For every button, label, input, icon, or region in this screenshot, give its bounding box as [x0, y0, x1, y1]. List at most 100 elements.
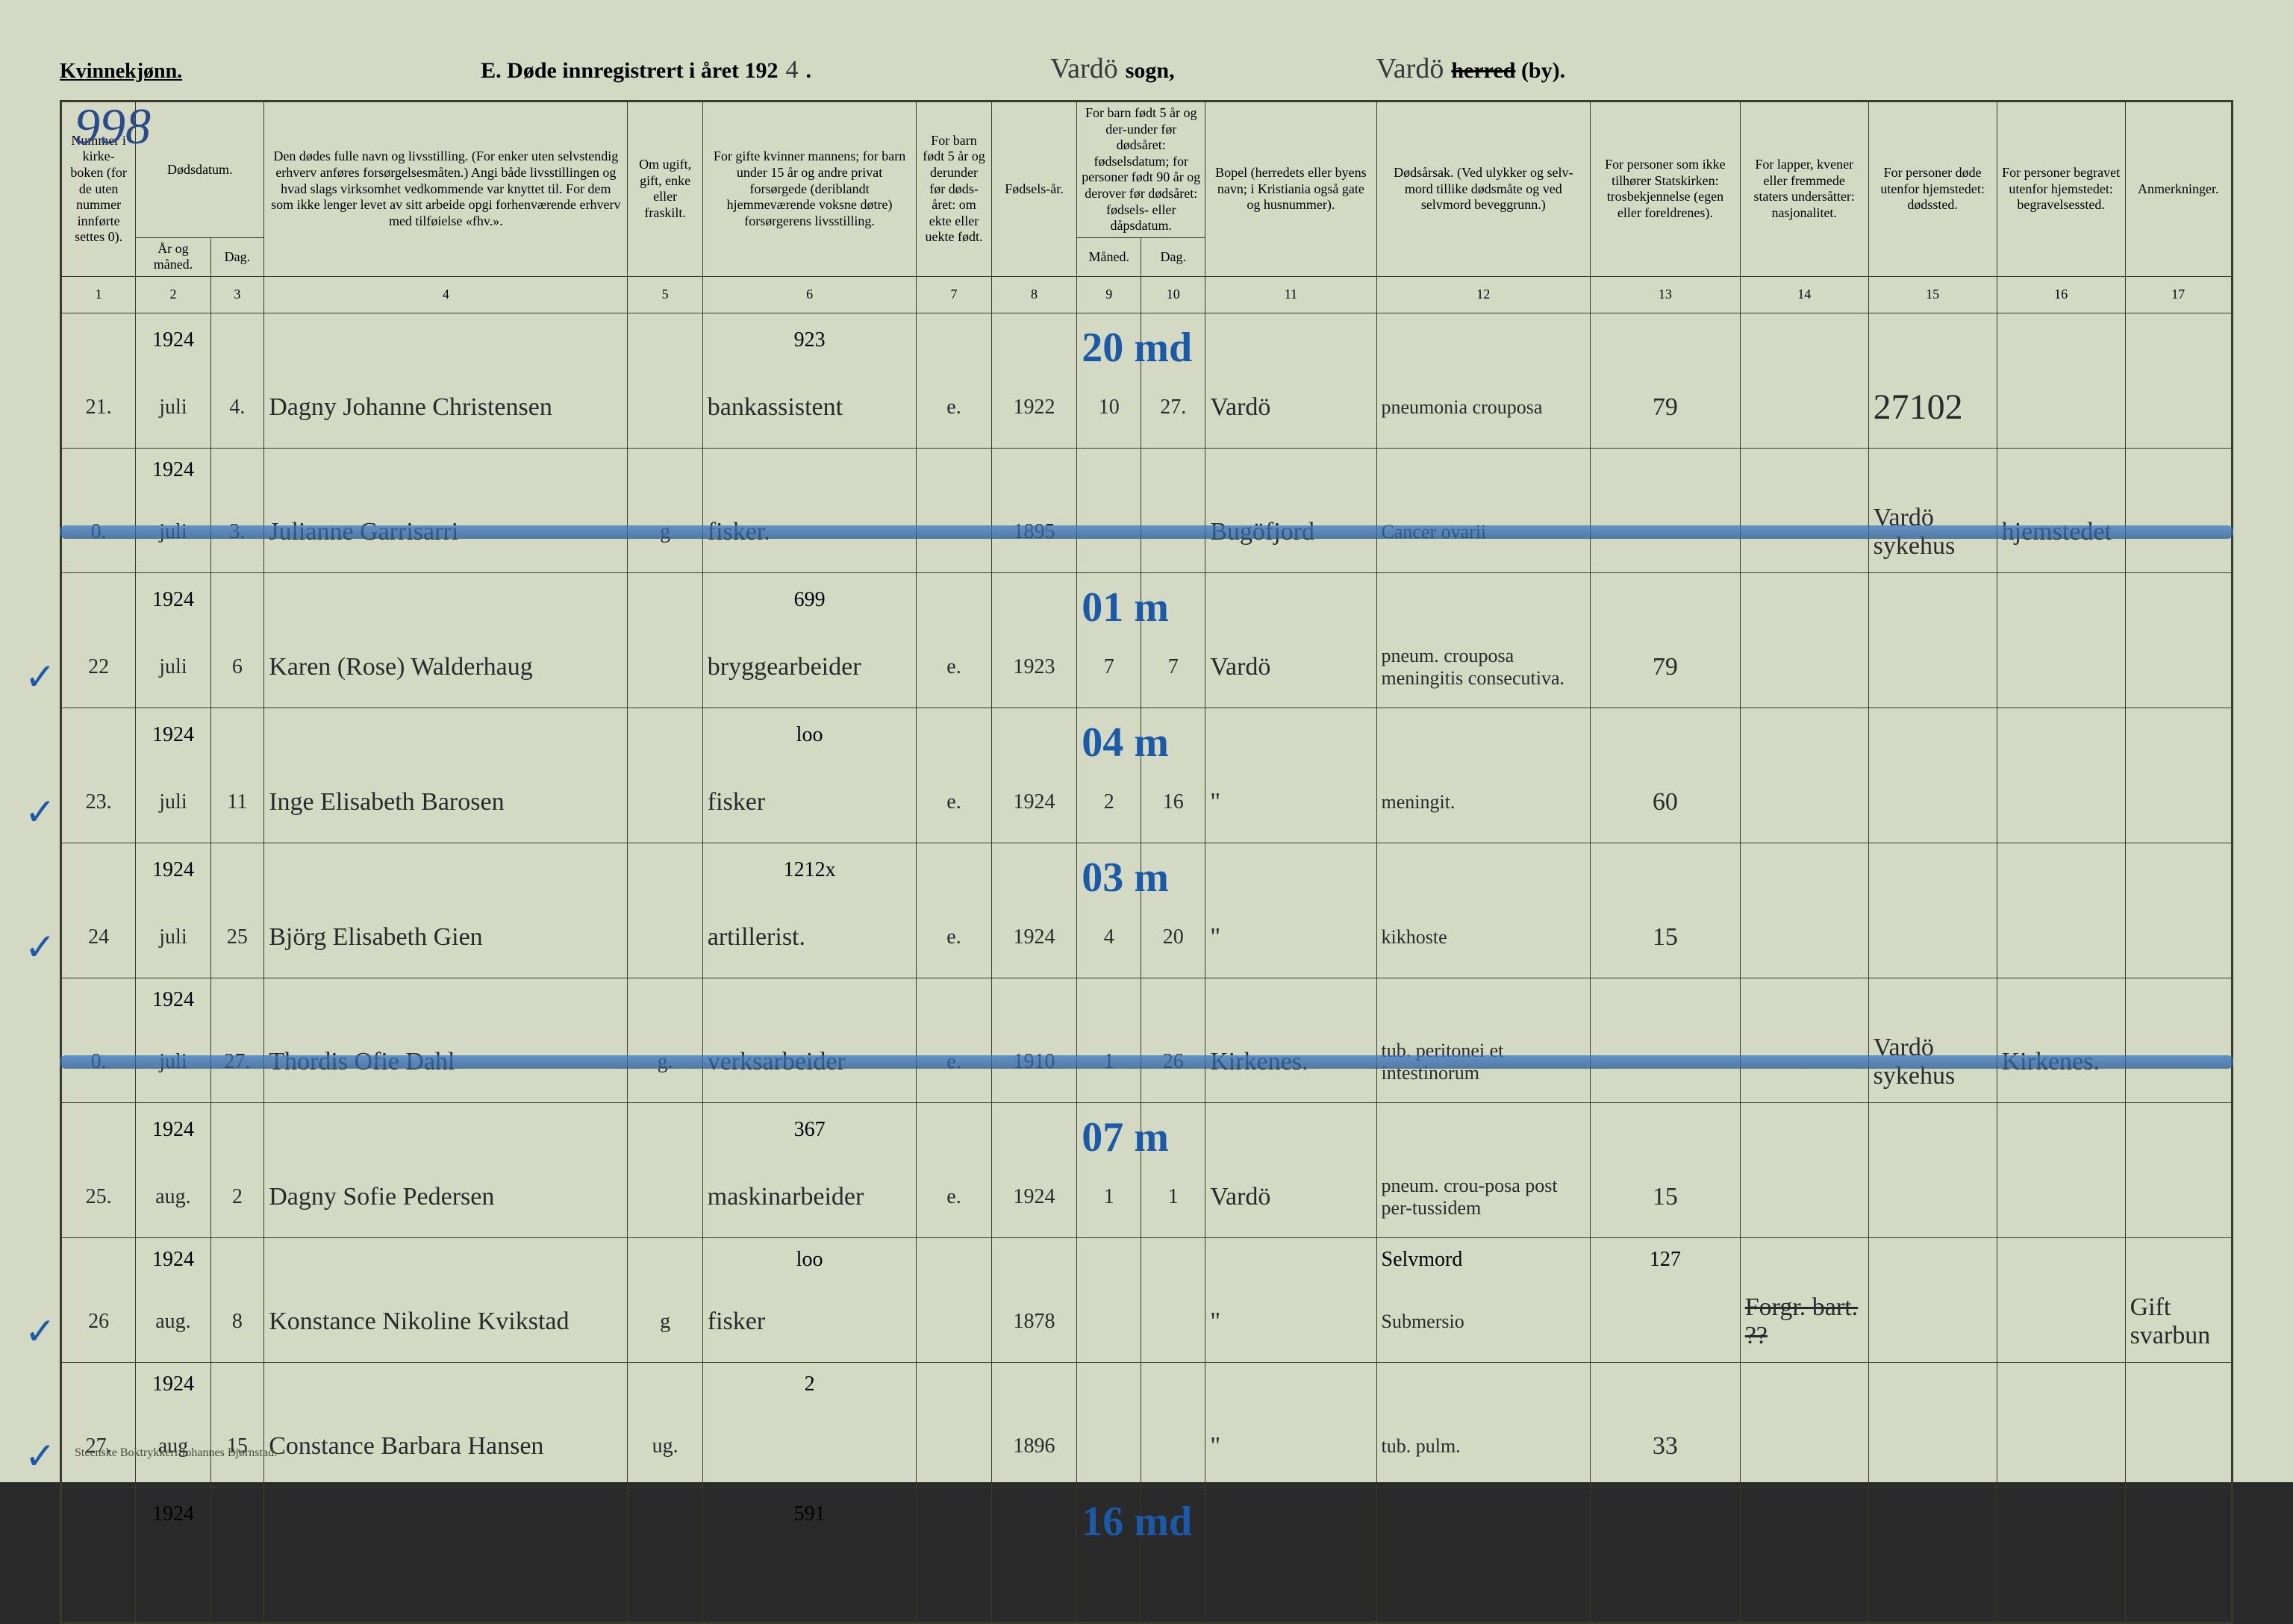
column-number: 16: [1997, 276, 2125, 313]
table-row-year: 1924loo04 m: [61, 708, 2233, 762]
cell-name: Thordis Ofie Dahl: [264, 1022, 628, 1103]
cell-status: [628, 897, 702, 978]
col-15-header: For personer døde utenfor hjemstedet: dø…: [1868, 102, 1997, 277]
col-2-top-header: Dødsdatum.: [136, 102, 264, 238]
col-6-header: For gifte kvinner mannens; for barn unde…: [702, 102, 917, 277]
col-8-header: Fødsels-år.: [991, 102, 1077, 277]
table-row-year: 19242: [61, 1362, 2233, 1406]
table-header: Nummer i kirke-boken (for de uten nummer…: [61, 102, 2233, 313]
column-number: 13: [1591, 276, 1741, 313]
cell-birth-year: 1895: [991, 492, 1077, 573]
cell-name: Constance Barbara Hansen: [264, 1406, 628, 1487]
cell-c17: [2125, 367, 2232, 449]
cell-bopel: ": [1205, 897, 1376, 978]
table-row: 24✓juli25Björg Elisabeth Gien artillerist…: [61, 897, 2233, 978]
column-number: 12: [1376, 276, 1591, 313]
cell-c16: [1997, 367, 2125, 449]
cell-status: g: [628, 492, 702, 573]
column-number: 3: [210, 276, 264, 313]
cell-day: 8: [210, 1281, 264, 1363]
column-number: 1: [61, 276, 136, 313]
cell-birth-year: 1924: [991, 762, 1077, 843]
cell-cause: Submersio: [1376, 1281, 1591, 1363]
cell-occupation: bankassistent: [702, 367, 917, 449]
cell-birth-day: [1141, 1281, 1205, 1363]
check-mark-icon: ✓: [25, 1434, 56, 1478]
check-mark-icon: ✓: [25, 1310, 56, 1353]
cell-month: juli: [136, 897, 210, 978]
cell-cause: kikhoste: [1376, 897, 1591, 978]
col-9-top-header: For barn født 5 år og der-under før døds…: [1077, 102, 1205, 238]
cell-birth-year: 1896: [991, 1406, 1077, 1487]
cell-year: 1924: [136, 1487, 210, 1541]
cell-num: 24✓: [61, 897, 136, 978]
cell-c13: 15: [1591, 897, 1741, 978]
table-row-year: 192492320 md: [61, 313, 2233, 367]
cell-c14: Forgr. bart. ??: [1740, 1281, 1868, 1363]
cell-cause: meningit.: [1376, 762, 1591, 843]
cell-c16: [1997, 1406, 2125, 1487]
col-5-header: Om ugift, gift, enke eller fraskilt.: [628, 102, 702, 277]
cell-name: Björg Elisabeth Gien: [264, 897, 628, 978]
cell-c14: [1740, 1022, 1868, 1103]
cell-year: 1924: [136, 448, 210, 492]
blue-age-annotation: 16 md: [1082, 1499, 1192, 1545]
check-mark-icon: ✓: [25, 655, 56, 699]
cell-c15: Vardö sykehus: [1868, 1022, 1997, 1103]
cell-birth-month: 1: [1077, 1022, 1141, 1103]
column-number: 9: [1077, 276, 1141, 313]
cell-num: 0.: [61, 492, 136, 573]
cell-year: 1924: [136, 708, 210, 762]
cell-birth-day: 20: [1141, 1541, 1205, 1623]
cell-c17: [2125, 762, 2232, 843]
blue-age-annotation: 03 m: [1082, 855, 1169, 901]
column-number: 2: [136, 276, 210, 313]
cell-occ-sup: loo: [702, 708, 917, 762]
title-year-suffix: 4: [785, 56, 798, 84]
cell-c16: hjemstedet: [1997, 492, 2125, 573]
cell-c17: [2125, 627, 2232, 708]
cell-ekte: e.: [917, 897, 991, 978]
cell-occupation: artillerist.: [702, 897, 917, 978]
blue-age-annotation: 20 md: [1082, 325, 1192, 371]
table-row-year: 192436707 m: [61, 1102, 2233, 1157]
cell-birth-year: 1923: [991, 1541, 1077, 1623]
cell-c16: [1997, 1157, 2125, 1238]
column-number: 6: [702, 276, 917, 313]
cell-month: juli: [136, 1022, 210, 1103]
cell-occ-sup: loo: [702, 1237, 917, 1281]
page-number: 998: [75, 97, 151, 156]
col-2b-header: Dag.: [210, 237, 264, 276]
cell-c17: [2125, 897, 2232, 978]
cell-birth-day: [1141, 1406, 1205, 1487]
cell-status: g: [628, 1281, 702, 1363]
cell-name: Julianne Garrisarri: [264, 492, 628, 573]
cell-cause: pneum. crouposa meningitis consecutiva.: [1376, 627, 1591, 708]
cell-c17: Gift svarbun: [2125, 1281, 2232, 1363]
cell-year: 1924: [136, 978, 210, 1022]
col-16-header: For personer begravet utenfor hjemstedet…: [1997, 102, 2125, 277]
cell-birth-month: 1: [1077, 1157, 1141, 1238]
column-numbers-row: 1234567891011121314151617: [61, 276, 2233, 313]
cell-occupation: maskinarbeider: [702, 1157, 917, 1238]
cell-bopel: ": [1205, 1406, 1376, 1487]
column-number: 15: [1868, 276, 1997, 313]
cell-month: juli: [136, 367, 210, 449]
cell-month: juli: [136, 627, 210, 708]
cell-birth-month: 4: [1077, 897, 1141, 978]
col-9a-header: Måned.: [1077, 237, 1141, 276]
cell-status: [628, 1541, 702, 1623]
check-mark-icon: ✓: [25, 925, 56, 969]
cell-name: Karen (Rose) Walderhaug: [264, 627, 628, 708]
cell-day: 25: [210, 897, 264, 978]
col-9b-header: Dag.: [1141, 237, 1205, 276]
cell-bopel: Bugöfjord: [1205, 492, 1376, 573]
cell-cause: tub. peritonei et intestinorum: [1376, 1022, 1591, 1103]
cell-ekte: e.: [917, 627, 991, 708]
table-row: 0.juli27.Thordis Ofie Dahlg.verksarbeide…: [61, 1022, 2233, 1103]
col-7-header: For barn født 5 år og derunder før døds-…: [917, 102, 991, 277]
cell-occupation: fisker: [702, 1281, 917, 1363]
cell-birth-day: 16: [1141, 762, 1205, 843]
cell-occ-sup: 699: [702, 572, 917, 627]
cell-c14: [1740, 1157, 1868, 1238]
